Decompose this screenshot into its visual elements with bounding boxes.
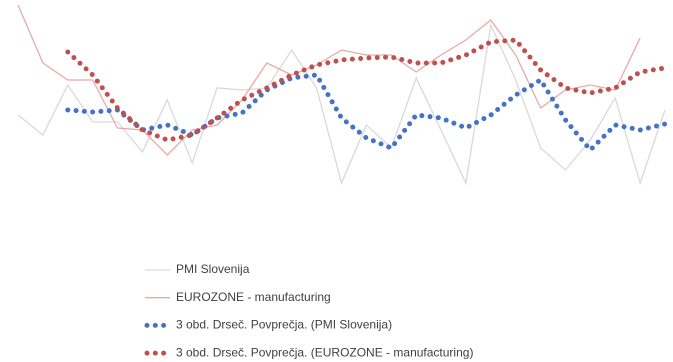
- series-line: [17, 22, 666, 186]
- series-line: [17, 4, 641, 156]
- legend-label: EUROZONE - manufacturing: [176, 290, 331, 304]
- series-line: [65, 37, 668, 143]
- legend-label: 3 obd. Drseč. Povprečja. (EUROZONE - man…: [176, 345, 473, 359]
- series-line: [65, 72, 668, 154]
- legend-label: 3 obd. Drseč. Povprečja. (PMI Slovenija): [176, 318, 392, 332]
- legend-label: PMI Slovenija: [176, 262, 250, 276]
